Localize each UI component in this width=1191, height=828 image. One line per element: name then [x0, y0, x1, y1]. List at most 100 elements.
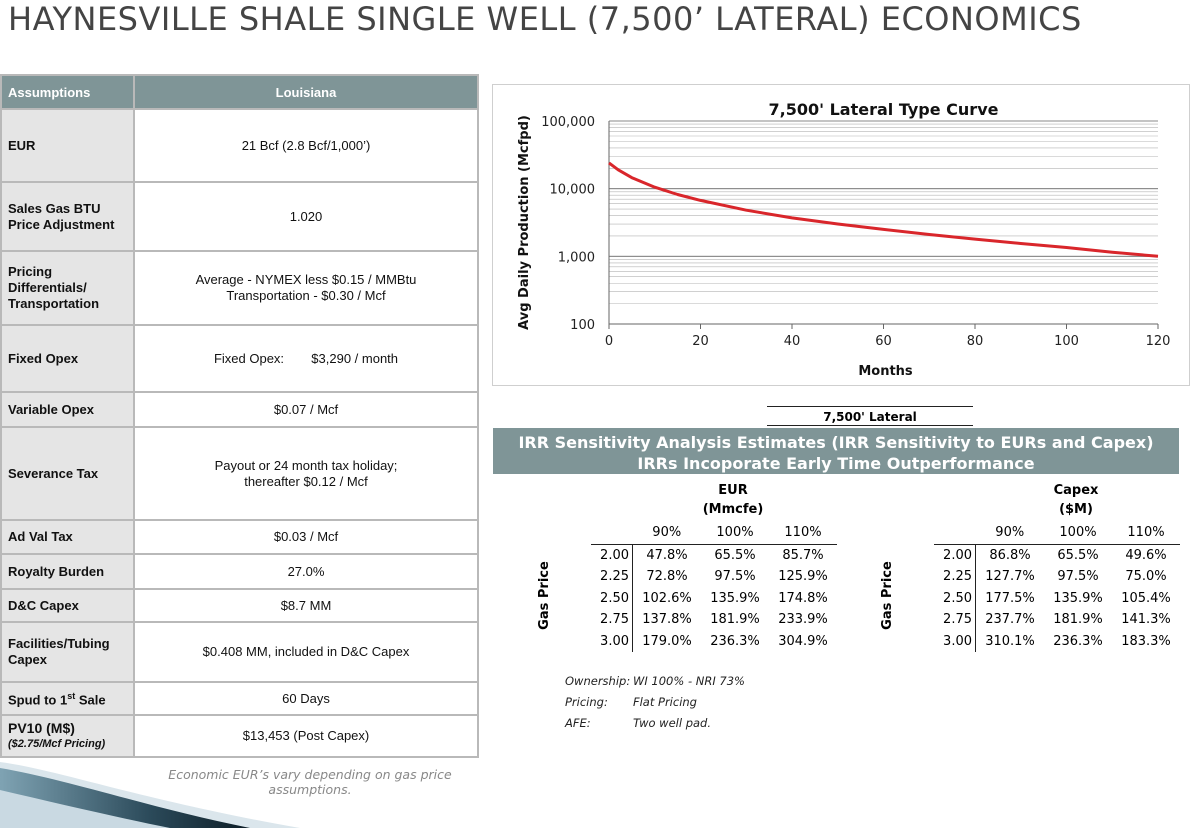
eur-irr-cell: 304.9% — [778, 633, 828, 649]
note-afe: AFE: Two well pad. — [565, 716, 712, 730]
note-ownership: Ownership: WI 100% - NRI 73% — [565, 674, 745, 688]
table-row: 2.25 127.7% 97.5% 75.0% — [934, 566, 1180, 588]
eur-unit: (Mmcfe) — [702, 502, 764, 517]
eur-gas-price: 2.25 — [591, 566, 633, 588]
x-tick-label: 80 — [967, 334, 984, 349]
table-row: Variable Opex $0.07 / Mcf — [0, 391, 479, 428]
pricing-line-2: Transportation - $0.30 / Mcf — [226, 288, 386, 303]
capex-group-header: Capex ($M) — [1036, 481, 1116, 519]
capex-irr-cell: 181.9% — [1053, 612, 1103, 628]
banner-line-2: IRRs Incoporate Early Time Outperformanc… — [637, 454, 1035, 473]
fixed-opex-amount: $3,290 / month — [311, 350, 399, 366]
assumption-notes: Ownership: WI 100% - NRI 73% Pricing: Flat… — [565, 674, 745, 737]
row-label-dc-capex: D&C Capex — [0, 588, 135, 623]
footnote: Economic EUR’s vary depending on gas pri… — [168, 767, 452, 797]
table-row: Severance Tax Payout or 24 month tax hol… — [0, 426, 479, 521]
capex-title: Capex — [1053, 483, 1099, 498]
eur-irr-cell: 179.0% — [642, 633, 692, 649]
pricing-line-1: Average - NYMEX less $0.15 / MMBtu — [195, 272, 417, 287]
eur-gas-price: 2.00 — [591, 544, 633, 566]
region-header: Louisiana — [133, 74, 479, 110]
assumptions-table: Assumptions Louisiana EUR 21 Bcf (2.8 Bc… — [0, 74, 479, 758]
x-tick-label: 60 — [875, 334, 892, 349]
row-value-royalty: 27.0% — [133, 553, 479, 590]
capex-col-100: 100% — [1044, 522, 1112, 545]
y-tick-label: 10,000 — [550, 183, 596, 198]
eur-col-100: 100% — [701, 522, 769, 545]
row-value-severance-tax: Payout or 24 month tax holiday; thereaft… — [133, 426, 479, 521]
row-label-ad-val-tax: Ad Val Tax — [0, 519, 135, 555]
eur-irr-cell: 137.8% — [642, 612, 692, 628]
row-label-eur: EUR — [0, 108, 135, 183]
table-row: PV10 (M$) ($2.75/Mcf Pricing) $13,453 (P… — [0, 714, 479, 758]
row-value-pv10: $13,453 (Post Capex) — [133, 714, 479, 758]
row-label-pv10: PV10 (M$) ($2.75/Mcf Pricing) — [0, 714, 135, 758]
capex-irr-cell: 75.0% — [1125, 569, 1167, 585]
capex-col-90: 90% — [975, 522, 1044, 545]
capex-sensitivity-table: 90% 100% 110% 2.00 86.8% 65.5% 49.6% 2.25 127… — [934, 522, 1180, 652]
eur-group-header: EUR (Mmcfe) — [693, 481, 773, 519]
x-tick-label: 100 — [1054, 334, 1079, 349]
capex-gas-price: 2.75 — [934, 609, 976, 631]
gas-price-axis-label-capex: Gas Price — [879, 561, 895, 630]
capex-irr-cell: 310.1% — [985, 633, 1035, 649]
row-label-facilities: Facilities/Tubing Capex — [0, 621, 135, 683]
table-row: Sales Gas BTU Price Adjustment 1.020 — [0, 181, 479, 252]
table-row: 2.00 86.8% 65.5% 49.6% — [934, 544, 1180, 566]
capex-col-110: 110% — [1112, 522, 1180, 545]
eur-irr-cell: 135.9% — [710, 590, 760, 606]
row-label-severance-tax: Severance Tax — [0, 426, 135, 521]
type-curve-chart: 100 1,000 10,000 100,000 0 20 40 60 80 100 120 7,50… — [517, 100, 1171, 379]
x-tick-label: 40 — [784, 334, 801, 349]
table-row: Royalty Burden 27.0% — [0, 553, 479, 590]
row-value-spud: 60 Days — [133, 681, 479, 716]
row-value-pricing: Average - NYMEX less $0.15 / MMBtu Trans… — [133, 250, 479, 326]
eur-gas-price: 3.00 — [591, 630, 633, 652]
row-value-btu: 1.020 — [133, 181, 479, 252]
eur-sensitivity-table: 90% 100% 110% 2.00 47.8% 65.5% 85.7% 2.25 72.… — [591, 522, 837, 652]
eur-col-110: 110% — [769, 522, 837, 545]
eur-irr-cell: 233.9% — [778, 612, 828, 628]
table-row: D&C Capex $8.7 MM — [0, 588, 479, 623]
table-row: Fixed Opex Fixed Opex: $3,290 / month — [0, 324, 479, 393]
table-row: 2.50 102.6% 135.9% 174.8% — [591, 587, 837, 609]
capex-irr-cell: 49.6% — [1125, 547, 1167, 563]
capex-irr-cell: 86.8% — [989, 547, 1031, 563]
capex-irr-cell: 237.7% — [985, 612, 1035, 628]
table-row: 2.00 47.8% 65.5% 85.7% — [591, 544, 837, 566]
capex-gas-price: 2.25 — [934, 566, 976, 588]
y-tick-label: 1,000 — [558, 250, 595, 265]
eur-irr-cell: 85.7% — [782, 547, 824, 563]
eur-gas-price: 2.50 — [591, 587, 633, 609]
table-row: 3.00 310.1% 236.3% 183.3% — [934, 630, 1180, 652]
table-row: 2.75 137.8% 181.9% 233.9% — [591, 609, 837, 631]
table-row: 2.25 72.8% 97.5% 125.9% — [591, 566, 837, 588]
capex-irr-cell: 236.3% — [1053, 633, 1103, 649]
severance-line-1: Payout or 24 month tax holiday; — [214, 457, 398, 473]
table-row: Ad Val Tax $0.03 / Mcf — [0, 519, 479, 555]
eur-gas-price: 2.75 — [591, 609, 633, 631]
row-value-facilities: $0.408 MM, included in D&C Capex — [133, 621, 479, 683]
lateral-label: 7,500' Lateral — [767, 406, 973, 426]
eur-irr-cell: 236.3% — [710, 633, 760, 649]
capex-irr-cell: 97.5% — [1057, 569, 1099, 585]
table-row: Pricing Differentials/ Transportation Av… — [0, 250, 479, 326]
table-row: 3.00 179.0% 236.3% 304.9% — [591, 630, 837, 652]
row-label-royalty: Royalty Burden — [0, 553, 135, 590]
chart-frame — [492, 84, 1190, 386]
capex-irr-cell: 183.3% — [1121, 633, 1171, 649]
table-row: 2.50 177.5% 135.9% 105.4% — [934, 587, 1180, 609]
assumptions-header: Assumptions — [0, 74, 135, 110]
type-curve-line — [608, 161, 1159, 258]
capex-gas-price: 3.00 — [934, 630, 976, 652]
x-axis-label: Months — [858, 364, 913, 379]
eur-irr-cell: 47.8% — [646, 547, 688, 563]
capex-irr-cell: 177.5% — [985, 590, 1035, 606]
table-row: Spud to 1st Sale 60 Days — [0, 681, 479, 716]
eur-irr-cell: 72.8% — [646, 569, 688, 585]
row-label-variable-opex: Variable Opex — [0, 391, 135, 428]
table-row: EUR 21 Bcf (2.8 Bcf/1,000’) — [0, 108, 479, 183]
eur-irr-cell: 65.5% — [714, 547, 756, 563]
x-tick-label: 120 — [1146, 334, 1171, 349]
row-label-fixed-opex: Fixed Opex — [0, 324, 135, 393]
